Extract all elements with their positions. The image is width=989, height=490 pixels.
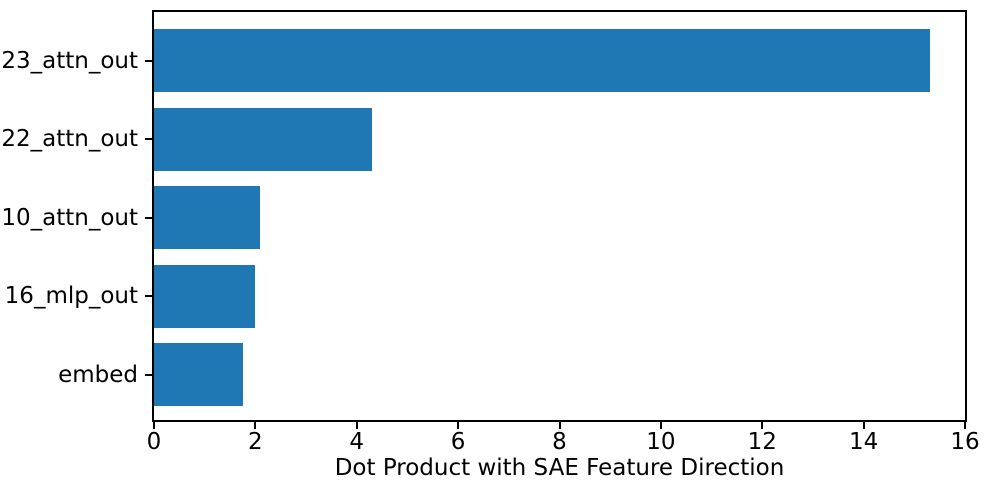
x-tick-label: 16 [950,429,980,455]
x-tick-mark [558,422,561,429]
bar [154,29,930,92]
y-tick-label: 22_attn_out [1,126,138,152]
y-tick-mark [145,373,152,376]
x-tick-label: 8 [552,429,567,455]
bar [154,343,244,406]
y-tick-label: embed [58,361,138,388]
x-tick-mark [153,422,155,429]
bar [154,264,256,328]
x-tick-mark [254,422,257,429]
y-tick-mark [145,295,152,297]
y-tick-label: 10_attn_out [1,204,138,231]
x-tick-mark [862,422,865,429]
x-tick-mark [964,422,966,429]
x-tick-mark [457,422,460,429]
plot-area [152,10,967,422]
x-axis-label: Dot Product with SAE Feature Direction [334,455,785,481]
y-tick-mark [145,138,152,140]
y-tick-label: 23_attn_out [1,47,138,74]
x-tick-label: 0 [146,429,162,455]
y-tick-mark [145,59,152,62]
x-tick-mark [761,422,764,429]
y-tick-label: 16_mlp_out [4,283,138,309]
x-tick-label: 14 [848,429,879,455]
x-tick-label: 2 [248,429,263,455]
x-tick-mark [355,422,358,429]
x-tick-label: 4 [349,429,365,455]
x-tick-label: 12 [747,429,777,455]
x-tick-mark [659,422,662,429]
y-tick-mark [145,216,152,219]
bar [154,107,372,171]
bar [154,186,261,249]
x-tick-label: 6 [450,429,466,455]
x-tick-label: 10 [646,429,676,455]
